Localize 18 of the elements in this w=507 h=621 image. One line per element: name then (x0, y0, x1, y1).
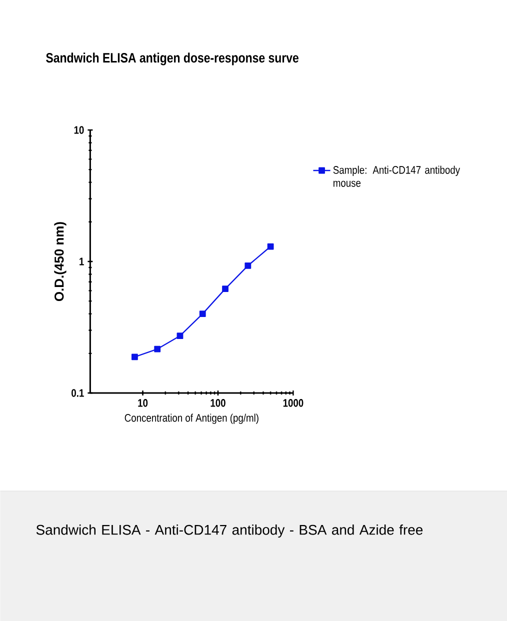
y-tick-label: 10 (74, 126, 84, 134)
legend-label: Sample: Anti-CD147 antibody mouse (333, 166, 460, 187)
point (176, 332, 184, 340)
text: Sandwich ELISA - Anti-CD147 antibody - BSA and Azide free (36, 524, 422, 538)
x-axis-title: Concentration of Antigen (pg/ml) (124, 414, 258, 424)
point (154, 346, 160, 352)
x-tick-label: 1000 (283, 399, 304, 407)
chart-title: Sandwich ELISA antigen dose-response surve (46, 52, 298, 66)
point (131, 354, 138, 360)
point (244, 262, 251, 269)
y-axis-title: O.D.(450 nm) (54, 222, 66, 302)
point (222, 286, 228, 292)
y-tick-label: 0.1 (71, 389, 84, 397)
point (267, 243, 274, 250)
x-tick-label: 10 (138, 399, 148, 407)
point (199, 310, 206, 318)
y-tick-label: 1 (79, 258, 84, 266)
x-tick-label: 100 (210, 399, 226, 407)
